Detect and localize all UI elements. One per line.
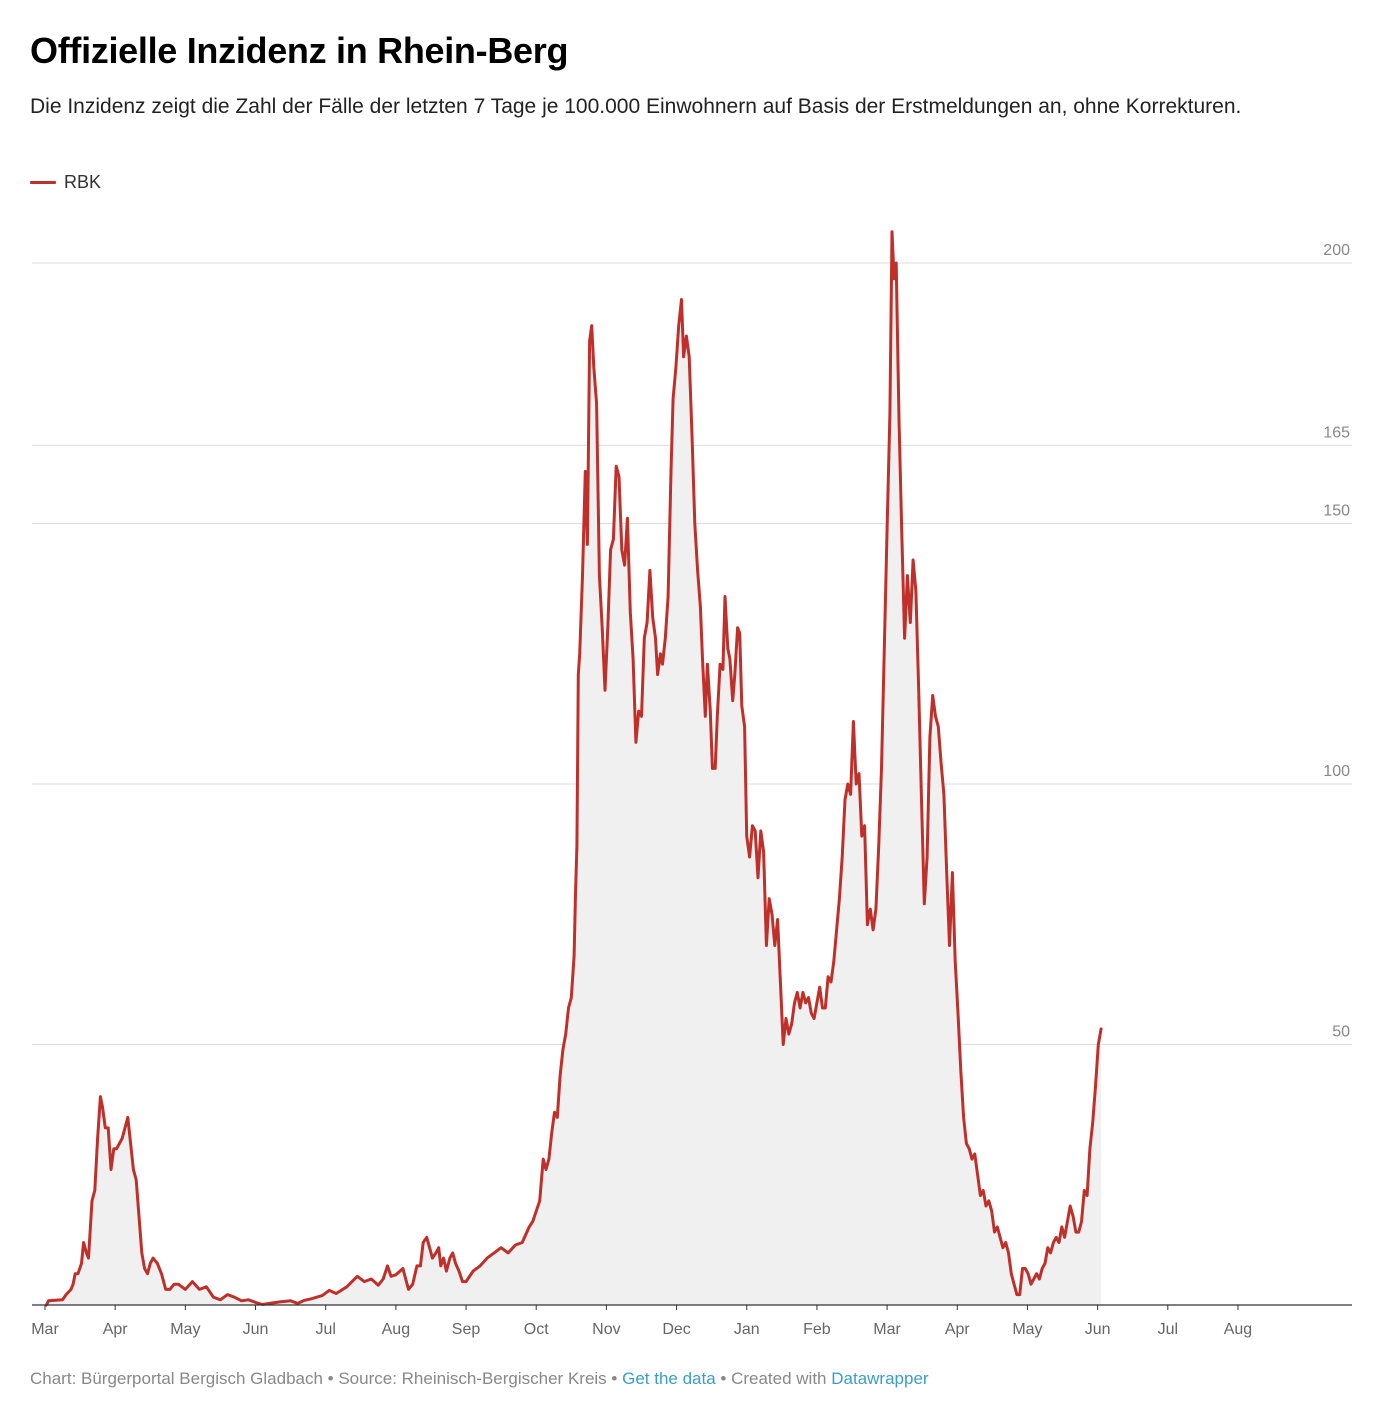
footer-created-with: • Created with — [715, 1369, 832, 1388]
legend-swatch-rbk — [30, 181, 56, 184]
y-tick-label-150: 150 — [1323, 503, 1350, 520]
x-tick-label-dec: Dec — [662, 1321, 690, 1338]
footer-separator: • — [322, 1369, 339, 1388]
legend-label-rbk: RBK — [64, 172, 102, 192]
y-tick-label-50: 50 — [1332, 1024, 1350, 1041]
x-tick-label-jan: Jan — [734, 1321, 760, 1338]
chart-area: 50 100 150 165 200 Mar Apr May Jun Jul Aug Sep Oct N… — [31, 230, 1352, 1338]
x-tick-label-mar: Mar — [873, 1321, 901, 1338]
x-axis: Mar Apr May Jun Jul Aug Sep Oct Nov Dec Jan Feb Mar A… — [31, 1304, 1352, 1338]
y-tick-label-100: 100 — [1323, 763, 1350, 780]
y-tick-label-200: 200 — [1323, 242, 1350, 259]
x-tick-label-nov: Nov — [592, 1321, 620, 1338]
footer-source: Source: Rheinisch-Bergischer Kreis — [338, 1369, 607, 1388]
area-fill — [46, 231, 1102, 1305]
x-tick-label-may: May — [1012, 1321, 1042, 1338]
x-tick-label-apr: Apr — [103, 1321, 129, 1338]
x-tick-label-apr: Apr — [945, 1321, 971, 1338]
chart-subtitle: Die Inzidenz zeigt die Zahl der Fälle de… — [30, 95, 1242, 118]
footer-chart-credit: Chart: Bürgerportal Bergisch Gladbach — [30, 1369, 323, 1388]
datawrapper-link[interactable]: Datawrapper — [831, 1369, 929, 1388]
x-tick-label-jun: Jun — [1085, 1321, 1111, 1338]
x-tick-label-may: May — [170, 1321, 200, 1338]
area-rbk — [46, 231, 1102, 1305]
get-the-data-link[interactable]: Get the data — [622, 1369, 716, 1388]
x-tick-label-jun: Jun — [243, 1321, 269, 1338]
x-tick-label-aug: Aug — [382, 1321, 410, 1338]
line-rbk — [44, 230, 1103, 1307]
chart-footer: Chart: Bürgerportal Bergisch Gladbach • … — [30, 1369, 929, 1389]
x-tick-label-sep: Sep — [452, 1321, 481, 1338]
x-tick-label-oct: Oct — [524, 1321, 549, 1338]
x-tick-label-aug: Aug — [1224, 1321, 1252, 1338]
x-tick-label-mar: Mar — [31, 1321, 59, 1338]
legend: RBK — [30, 172, 101, 193]
y-tick-label-165: 165 — [1323, 424, 1350, 441]
chart-title: Offizielle Inzidenz in Rhein-Berg — [30, 30, 569, 71]
x-tick-label-feb: Feb — [803, 1321, 831, 1338]
footer-separator: • — [606, 1369, 623, 1388]
x-tick-label-jul: Jul — [315, 1321, 335, 1338]
x-tick-label-jul: Jul — [1158, 1321, 1178, 1338]
series-line — [44, 230, 1103, 1307]
